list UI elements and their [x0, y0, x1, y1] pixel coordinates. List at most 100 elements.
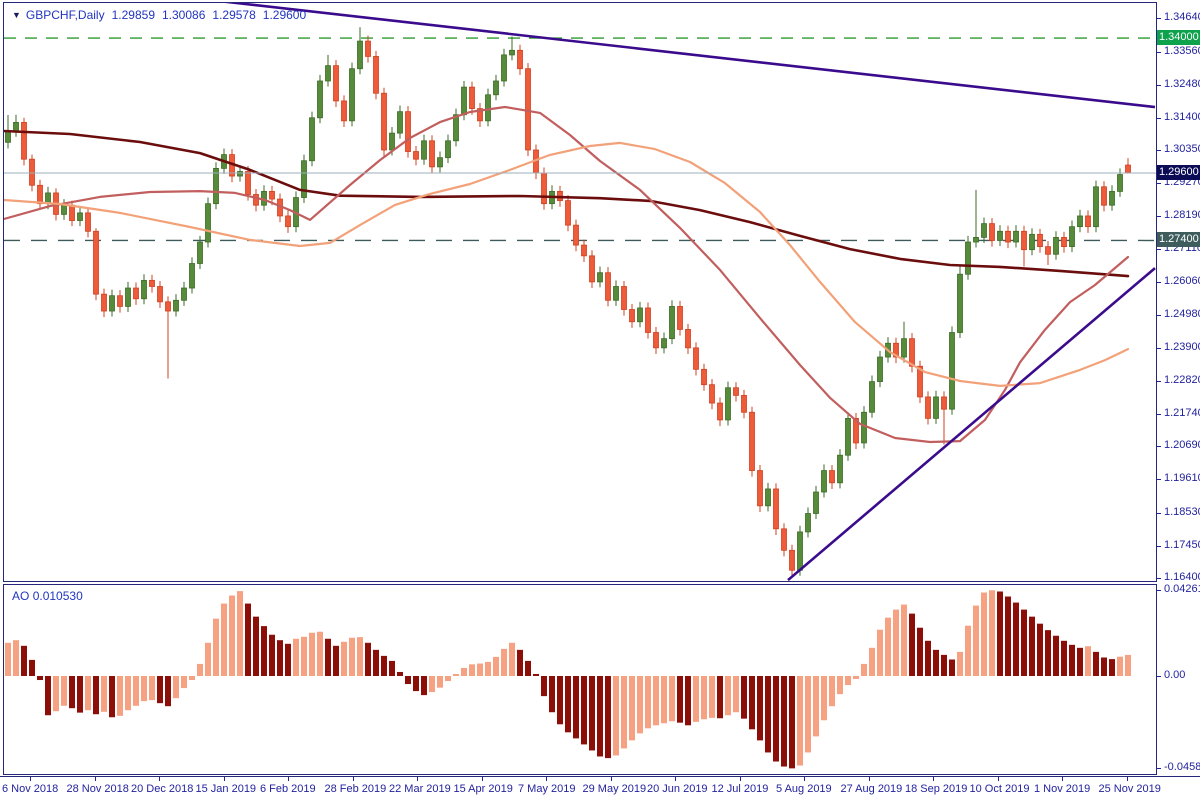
candle-body [629, 309, 635, 323]
quote-open: 1.29859 [111, 8, 155, 22]
axis-tick-mark [1157, 768, 1161, 769]
chart-title: ▼ GBPCHF,Daily 1.29859 1.30086 1.29578 1.2960… [12, 8, 306, 22]
candle-body [133, 287, 139, 300]
candle-body [789, 549, 795, 571]
awesome-oscillator-panel[interactable]: AO 0.010530 [3, 584, 1157, 775]
candle-body [685, 329, 691, 349]
candle-body [821, 470, 827, 493]
ao-bar [109, 676, 115, 718]
ao-bar [213, 618, 219, 676]
ao-bar [493, 656, 499, 676]
candle-body [917, 365, 923, 398]
candle-body [661, 338, 667, 349]
ao-bar [197, 663, 203, 676]
ao-bar [765, 676, 771, 753]
candle-body [741, 394, 747, 413]
candle-body [501, 54, 507, 82]
ao-bar [781, 676, 787, 767]
candle-body [837, 454, 843, 484]
candle-body [365, 40, 371, 57]
ao-tick-label: 0.00 [1164, 669, 1186, 681]
ao-chart-canvas[interactable] [4, 585, 1156, 774]
candle-body [173, 299, 179, 312]
ao-bar [565, 676, 571, 733]
quote-high: 1.30086 [162, 8, 206, 22]
candle-body [453, 114, 459, 142]
candle-body [29, 158, 35, 186]
axis-tick-mark [1157, 414, 1161, 415]
candle-body [421, 140, 427, 160]
candle-body [957, 273, 963, 333]
ao-bar [981, 592, 987, 676]
ao-bar [1061, 640, 1067, 676]
ao-bar [309, 632, 315, 676]
ao-bar [821, 676, 827, 721]
ao-bar [933, 649, 939, 676]
candle-body [141, 279, 147, 300]
price-chart-canvas[interactable] [4, 3, 1156, 581]
ma-slow-maroon [4, 129, 1130, 278]
price-tick-label: 1.24980 [1164, 308, 1200, 320]
candle-body [1117, 174, 1123, 192]
ao-bar [589, 676, 595, 751]
ao-bar [301, 636, 307, 676]
candle-body [93, 230, 99, 295]
price-axis[interactable]: 1.34640 1.33560 1.32480 1.31400 1.30350 1.292… [1157, 0, 1200, 776]
ao-bar [685, 676, 691, 726]
ao-bar [1117, 656, 1123, 676]
ao-bar [157, 676, 163, 704]
symbol-dropdown-icon[interactable]: ▼ [12, 10, 21, 20]
ao-bar [13, 640, 19, 676]
ao-bar [1029, 616, 1035, 676]
ao-bar [1101, 657, 1107, 676]
ao-bar [813, 676, 819, 737]
candle-body [1101, 186, 1107, 206]
time-tick-mark [417, 777, 418, 781]
axis-tick-mark [1157, 118, 1161, 119]
candle-body [269, 191, 275, 200]
ao-bar [757, 676, 763, 741]
candle-body [573, 224, 579, 246]
ao-bar [53, 676, 59, 712]
candle-body [493, 80, 499, 96]
ao-bar [1005, 596, 1011, 676]
date-label: 28 Feb 2019 [324, 783, 387, 795]
candle-body [1021, 230, 1027, 251]
ao-bar [205, 642, 211, 676]
candle-body [829, 470, 835, 484]
price-panel[interactable]: ▼ GBPCHF,Daily 1.29859 1.30086 1.29578 1.2960… [3, 2, 1157, 582]
time-axis[interactable]: 6 Nov 2018 28 Nov 2018 20 Dec 2018 15 Jan 2… [0, 776, 1200, 800]
price-tick-label: 1.20690 [1164, 439, 1200, 451]
candle-body [333, 65, 339, 102]
candle-body [965, 241, 971, 275]
ao-bar [941, 654, 947, 676]
candle-body [645, 307, 651, 333]
ao-bar [229, 595, 235, 676]
ao-bar [29, 659, 35, 676]
candle-body [781, 528, 787, 551]
candle-body [693, 347, 699, 370]
ao-bar [365, 642, 371, 676]
ao-bar [1109, 659, 1115, 676]
candle-body [469, 86, 475, 109]
candle-body [989, 223, 995, 241]
ao-bar [149, 676, 155, 701]
ao-bar [5, 642, 11, 676]
ao-bar [181, 676, 187, 689]
ao-bar [717, 676, 723, 719]
price-tick-label: 1.18530 [1164, 506, 1200, 518]
date-label: 22 Mar 2019 [389, 783, 451, 795]
ao-bar [141, 676, 147, 702]
candle-body [525, 68, 531, 151]
time-tick-mark [739, 777, 741, 781]
ao-bar [901, 604, 907, 676]
ao-bar [805, 676, 811, 753]
ao-bar [749, 676, 755, 730]
date-label: 6 Feb 2019 [260, 783, 316, 795]
candle-body [925, 396, 931, 419]
price-tick-label: 1.34640 [1164, 11, 1200, 23]
candle-body [109, 295, 115, 312]
axis-tick-mark [1157, 676, 1161, 677]
candle-body [1029, 233, 1035, 251]
ao-bar [629, 676, 635, 741]
